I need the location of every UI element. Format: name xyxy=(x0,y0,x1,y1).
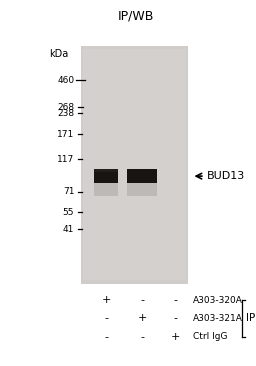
Text: 117: 117 xyxy=(57,155,74,164)
Bar xyxy=(94,169,118,183)
Text: 268: 268 xyxy=(57,102,74,112)
Text: 460: 460 xyxy=(57,76,74,85)
Bar xyxy=(81,46,188,284)
Bar xyxy=(83,49,186,280)
Text: -: - xyxy=(173,313,177,324)
Text: -: - xyxy=(104,332,108,342)
Bar xyxy=(127,169,157,183)
Text: 41: 41 xyxy=(63,225,74,234)
Text: -: - xyxy=(140,332,144,342)
Text: +: + xyxy=(137,313,147,324)
Text: 171: 171 xyxy=(57,130,74,139)
Bar xyxy=(127,182,157,196)
Text: A303-321A: A303-321A xyxy=(193,314,243,323)
Bar xyxy=(94,169,118,172)
Text: IP/WB: IP/WB xyxy=(118,10,154,23)
Text: -: - xyxy=(104,313,108,324)
Text: 238: 238 xyxy=(57,109,74,118)
Text: A303-320A: A303-320A xyxy=(193,296,243,305)
Text: BUD13: BUD13 xyxy=(207,171,246,181)
Text: IP: IP xyxy=(246,313,255,324)
Text: 71: 71 xyxy=(63,187,74,196)
Text: Ctrl IgG: Ctrl IgG xyxy=(193,332,228,341)
Text: +: + xyxy=(102,295,111,305)
Text: -: - xyxy=(140,295,144,305)
Text: kDa: kDa xyxy=(49,49,69,59)
Text: 55: 55 xyxy=(63,208,74,217)
Text: +: + xyxy=(171,332,180,342)
Text: -: - xyxy=(173,295,177,305)
Bar xyxy=(94,181,118,196)
